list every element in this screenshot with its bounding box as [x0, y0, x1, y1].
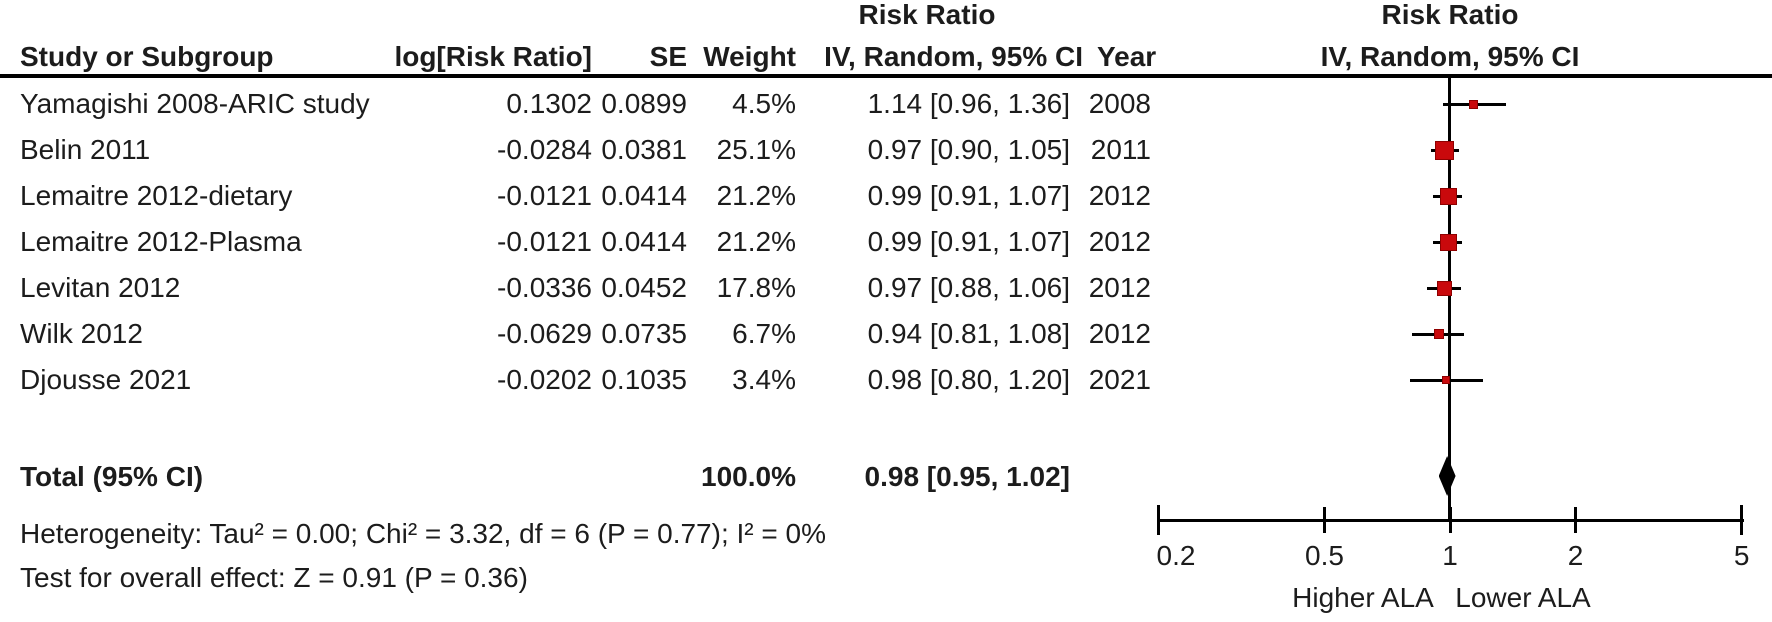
estimate-cell: 0.99 [0.91, 1.07] [867, 226, 1070, 257]
axis-tick [1448, 507, 1452, 533]
se-cell: 0.0899 [601, 88, 687, 119]
log-rr-cell: -0.0336 [497, 272, 592, 303]
weight-cell: 17.8% [716, 272, 796, 303]
total-row-estimate: 0.98 [0.95, 1.02] [864, 461, 1070, 492]
column-header-study: Study or Subgroup [20, 41, 274, 72]
se-cell: 0.0452 [601, 272, 687, 303]
estimate-cell: 1.14 [0.96, 1.36] [867, 88, 1070, 119]
estimate-cell: 0.99 [0.91, 1.07] [867, 180, 1070, 211]
effect-square [1442, 376, 1451, 384]
axis-tick [1739, 505, 1743, 535]
study-name: Lemaitre 2012-Plasma [20, 226, 302, 257]
log-rr-cell: -0.0629 [497, 318, 592, 349]
year-cell: 2012 [1088, 272, 1151, 303]
effect-square [1434, 140, 1454, 160]
summary-diamond [1438, 456, 1456, 496]
log-rr-cell: -0.0121 [497, 226, 592, 257]
year-cell: 2012 [1088, 180, 1151, 211]
se-cell: 0.1035 [601, 364, 687, 395]
study-name: Levitan 2012 [20, 272, 181, 303]
log-rr-cell: -0.0284 [497, 134, 592, 165]
effect-square [1439, 187, 1457, 205]
se-cell: 0.0735 [601, 318, 687, 349]
se-cell: 0.0381 [601, 134, 687, 165]
year-cell: 2011 [1090, 134, 1151, 165]
axis-tick-label: 5 [1733, 540, 1750, 571]
right-effect-measure-header: Risk Ratio [1381, 0, 1519, 30]
axis-tick-label: 0.2 [1156, 540, 1196, 571]
weight-cell: 25.1% [716, 134, 796, 165]
plot-x-axis-line [1159, 519, 1744, 522]
axis-tick-label: 1 [1442, 540, 1458, 571]
estimate-cell: 0.97 [0.90, 1.05] [867, 134, 1070, 165]
study-name: Yamagishi 2008-ARIC study [20, 88, 370, 119]
axis-label-left-direction: Higher ALA [1292, 582, 1434, 613]
left-effect-measure-header: Risk Ratio [858, 0, 996, 30]
effect-square [1439, 233, 1457, 251]
total-row-label: Total (95% CI) [20, 461, 204, 492]
axis-tick [1574, 507, 1578, 533]
heterogeneity-stats: Heterogeneity: Tau² = 0.00; Chi² = 3.32,… [20, 518, 826, 549]
axis-tick-label: 2 [1567, 540, 1584, 571]
year-cell: 2012 [1088, 226, 1151, 257]
year-cell: 2008 [1088, 88, 1151, 119]
estimate-cell: 0.94 [0.81, 1.08] [867, 318, 1070, 349]
effect-square [1436, 280, 1452, 296]
se-cell: 0.0414 [601, 226, 687, 257]
axis-label-right-direction: Lower ALA [1455, 582, 1591, 613]
plot-ci-subheader: IV, Random, 95% CI [1320, 41, 1580, 72]
weight-cell: 3.4% [732, 364, 796, 395]
weight-cell: 6.7% [732, 318, 796, 349]
plot-null-effect-line [1448, 78, 1451, 520]
year-cell: 2021 [1088, 364, 1151, 395]
effect-square [1433, 329, 1444, 339]
weight-cell: 21.2% [716, 180, 796, 211]
axis-tick-label: 0.5 [1305, 540, 1344, 571]
column-header-ci: IV, Random, 95% CI [824, 41, 1083, 72]
estimate-cell: 0.98 [0.80, 1.20] [867, 364, 1070, 395]
weight-cell: 4.5% [732, 88, 796, 119]
study-name: Belin 2011 [20, 134, 151, 165]
year-cell: 2012 [1088, 318, 1151, 349]
log-rr-cell: -0.0121 [497, 180, 592, 211]
se-cell: 0.0414 [601, 180, 687, 211]
weight-cell: 21.2% [716, 226, 796, 257]
effect-square [1469, 99, 1479, 109]
column-header-log-risk-ratio: log[Risk Ratio] [394, 41, 592, 72]
estimate-cell: 0.97 [0.88, 1.06] [867, 272, 1070, 303]
log-rr-cell: 0.1302 [506, 88, 592, 119]
axis-tick [1157, 505, 1161, 535]
column-header-se: SE [649, 41, 687, 72]
log-rr-cell: -0.0202 [497, 364, 592, 395]
column-header-weight: Weight [703, 41, 796, 72]
study-name: Wilk 2012 [20, 318, 143, 349]
overall-effect-test: Test for overall effect: Z = 0.91 (P = 0… [20, 562, 528, 593]
header-rule [0, 74, 1772, 78]
axis-tick [1322, 507, 1326, 533]
total-row-weight: 100.0% [701, 461, 796, 492]
study-name: Lemaitre 2012-dietary [20, 180, 293, 211]
study-name: Djousse 2021 [20, 364, 192, 395]
column-header-year: Year [1097, 41, 1157, 72]
